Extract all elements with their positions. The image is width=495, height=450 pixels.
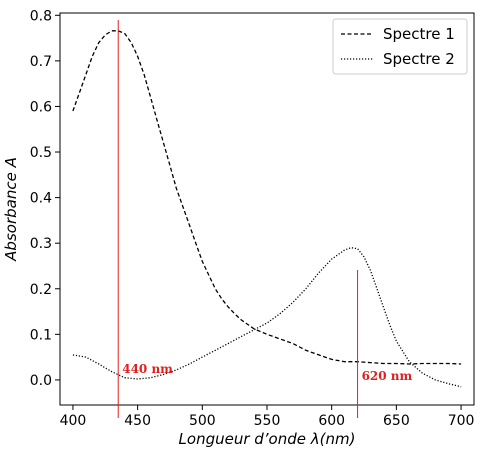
y-tick-label: 0.6 <box>30 99 52 115</box>
x-tick-label: 450 <box>124 413 151 429</box>
legend-box <box>332 18 468 75</box>
y-axis-label: Absorbance A <box>2 157 20 262</box>
y-tick-label: 0.5 <box>30 145 52 161</box>
annotation-label: 620 nm <box>362 369 413 383</box>
x-tick-label: 500 <box>189 413 216 429</box>
y-tick-label: 0.1 <box>30 327 52 343</box>
x-tick-label: 550 <box>254 413 281 429</box>
y-tick-label: 0.3 <box>30 236 52 252</box>
x-tick-label: 700 <box>448 413 475 429</box>
x-tick-label: 600 <box>318 413 345 429</box>
ticks-layer: 400 450 500 550 600 650 700 0.0 0.1 0.2 0.3 0.4 0.5 0… <box>30 8 475 429</box>
y-tick-label: 0.0 <box>30 373 52 389</box>
legend-label-spectre-1: Spectre 1 <box>383 25 455 43</box>
x-axis-label: Longueur d’onde λ(nm) <box>179 430 356 448</box>
annotation-label: 440 nm <box>122 362 173 376</box>
y-tick-label: 0.7 <box>30 54 52 70</box>
series-layer <box>72 30 462 388</box>
y-tick-label: 0.8 <box>30 8 52 24</box>
annotation-layer: 440 nm 620 nm <box>117 20 413 418</box>
series-line-1 <box>72 30 462 365</box>
plot-area <box>59 12 475 406</box>
series-line-2 <box>72 247 462 388</box>
y-tick-label: 0.4 <box>30 191 52 207</box>
x-tick-label: 400 <box>60 413 87 429</box>
legend: Spectre 1 Spectre 2 <box>332 18 468 75</box>
x-tick-label: 650 <box>383 413 410 429</box>
y-tick-label: 0.2 <box>30 282 52 298</box>
legend-label-spectre-2: Spectre 2 <box>383 50 455 68</box>
